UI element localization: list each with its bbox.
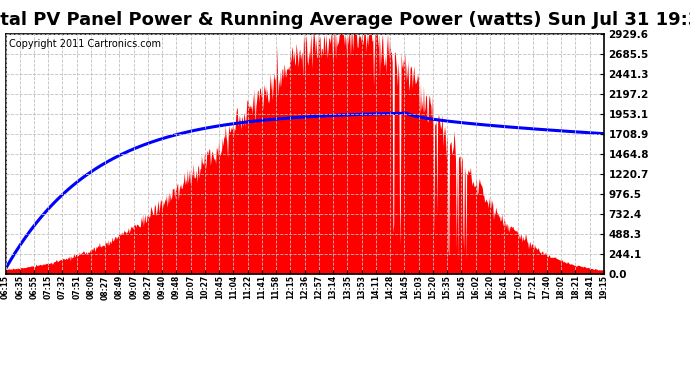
Text: Copyright 2011 Cartronics.com: Copyright 2011 Cartronics.com	[8, 39, 161, 48]
Text: Total PV Panel Power & Running Average Power (watts) Sun Jul 31 19:39: Total PV Panel Power & Running Average P…	[0, 11, 690, 29]
